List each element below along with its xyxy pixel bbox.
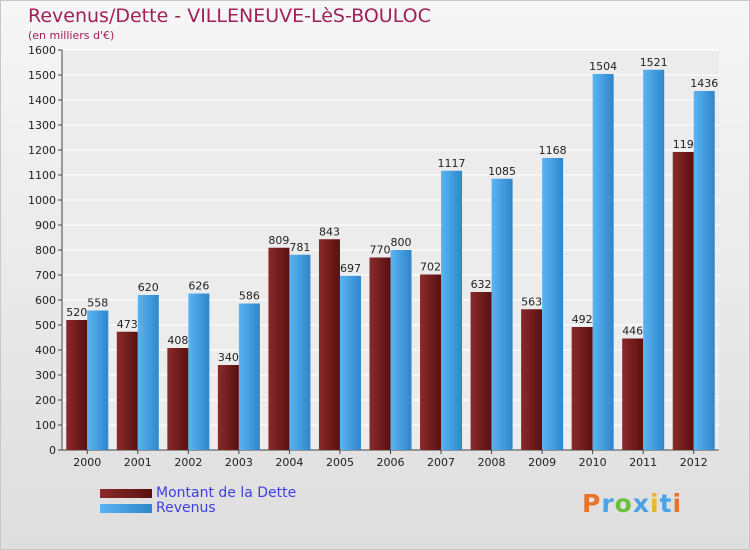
data-label-dette: 632 <box>471 278 492 291</box>
bar-revenus <box>643 69 665 450</box>
logo-letter: t <box>659 489 673 518</box>
x-tick-label: 2001 <box>124 456 152 469</box>
y-tick-label: 1300 <box>28 119 56 132</box>
bar-revenus <box>592 74 614 450</box>
data-label-dette: 520 <box>66 306 87 319</box>
logo-letter: x <box>632 489 650 518</box>
logo-letter: r <box>601 489 615 518</box>
logo-letter: o <box>614 489 633 518</box>
bar-revenus <box>339 275 361 450</box>
y-tick-label: 1500 <box>28 69 56 82</box>
bar-dette <box>420 274 442 450</box>
bar-revenus <box>693 91 715 450</box>
y-tick-label: 1400 <box>28 94 56 107</box>
y-tick-label: 1200 <box>28 144 56 157</box>
bar-dette <box>66 320 88 450</box>
bar-dette <box>217 365 239 450</box>
bar-revenus <box>491 178 513 450</box>
bar-dette <box>571 327 593 450</box>
chart-subtitle: (en milliers d'€) <box>28 29 115 42</box>
y-tick-label: 1600 <box>28 44 56 57</box>
data-label-dette: 119 <box>673 138 694 151</box>
x-tick-label: 2010 <box>579 456 607 469</box>
data-label-dette: 809 <box>268 234 289 247</box>
proxiti-logo: Proxiti <box>582 489 682 518</box>
bar-revenus <box>238 303 260 450</box>
x-tick-label: 2002 <box>174 456 202 469</box>
data-label-dette: 843 <box>319 225 340 238</box>
bar-revenus <box>87 310 109 450</box>
data-label-dette: 446 <box>622 325 643 338</box>
x-tick-label: 2009 <box>528 456 556 469</box>
y-tick-label: 800 <box>35 244 56 257</box>
x-tick-label: 2005 <box>326 456 354 469</box>
bar-revenus <box>289 254 311 450</box>
x-tick-label: 2000 <box>73 456 101 469</box>
bar-revenus <box>137 295 159 450</box>
data-label-revenus: 781 <box>289 241 310 254</box>
data-label-revenus: 558 <box>87 297 108 310</box>
logo-letter: i <box>650 489 660 518</box>
bar-revenus <box>188 293 210 450</box>
data-label-dette: 702 <box>420 261 441 274</box>
data-label-revenus: 1436 <box>690 77 718 90</box>
data-label-revenus: 620 <box>138 281 159 294</box>
y-tick-label: 400 <box>35 344 56 357</box>
y-tick-label: 700 <box>35 269 56 282</box>
bar-dette <box>369 257 391 450</box>
legend-swatch-dette <box>100 489 152 498</box>
data-label-dette: 770 <box>370 244 391 257</box>
chart-title: Revenus/Dette - VILLENEUVE-LèS-BOULOC <box>28 5 431 27</box>
data-label-revenus: 586 <box>239 290 260 303</box>
legend-label-dette: Montant de la Dette <box>156 485 297 501</box>
y-tick-label: 900 <box>35 219 56 232</box>
data-label-dette: 492 <box>572 313 593 326</box>
x-tick-label: 2006 <box>377 456 405 469</box>
bar-revenus <box>390 250 412 450</box>
bar-dette <box>167 348 189 450</box>
x-tick-label: 2003 <box>225 456 253 469</box>
bar-dette <box>318 239 340 450</box>
data-label-dette: 408 <box>167 334 188 347</box>
bar-dette <box>268 247 290 450</box>
logo-letter: i <box>672 489 683 518</box>
x-tick-label: 2008 <box>478 456 506 469</box>
bar-dette <box>521 309 543 450</box>
bar-dette <box>622 338 644 450</box>
data-label-revenus: 1168 <box>539 144 567 157</box>
y-tick-label: 0 <box>49 444 56 457</box>
x-tick-label: 2007 <box>427 456 455 469</box>
logo-letter: P <box>582 489 602 518</box>
data-label-revenus: 800 <box>391 236 412 249</box>
y-tick-label: 100 <box>35 419 56 432</box>
y-tick-label: 1000 <box>28 194 56 207</box>
data-label-revenus: 1117 <box>438 157 466 170</box>
data-label-revenus: 626 <box>188 280 209 293</box>
y-tick-label: 300 <box>35 369 56 382</box>
data-label-revenus: 697 <box>340 262 361 275</box>
legend-swatch-revenus <box>100 504 152 513</box>
data-label-dette: 473 <box>117 318 138 331</box>
legend-label-revenus: Revenus <box>156 500 216 516</box>
bar-revenus <box>542 158 564 450</box>
y-tick-label: 200 <box>35 394 56 407</box>
data-label-revenus: 1085 <box>488 165 516 178</box>
data-label-revenus: 1521 <box>640 56 668 69</box>
bar-dette <box>116 331 138 450</box>
y-tick-label: 1100 <box>28 169 56 182</box>
bar-revenus <box>441 170 463 450</box>
data-label-dette: 563 <box>521 295 542 308</box>
bar-dette <box>672 152 694 450</box>
data-label-revenus: 1504 <box>589 60 617 73</box>
y-tick-label: 600 <box>35 294 56 307</box>
x-tick-label: 2012 <box>680 456 708 469</box>
y-tick-label: 500 <box>35 319 56 332</box>
bar-dette <box>470 292 492 450</box>
x-tick-label: 2004 <box>275 456 303 469</box>
x-tick-label: 2011 <box>629 456 657 469</box>
data-label-dette: 340 <box>218 351 239 364</box>
